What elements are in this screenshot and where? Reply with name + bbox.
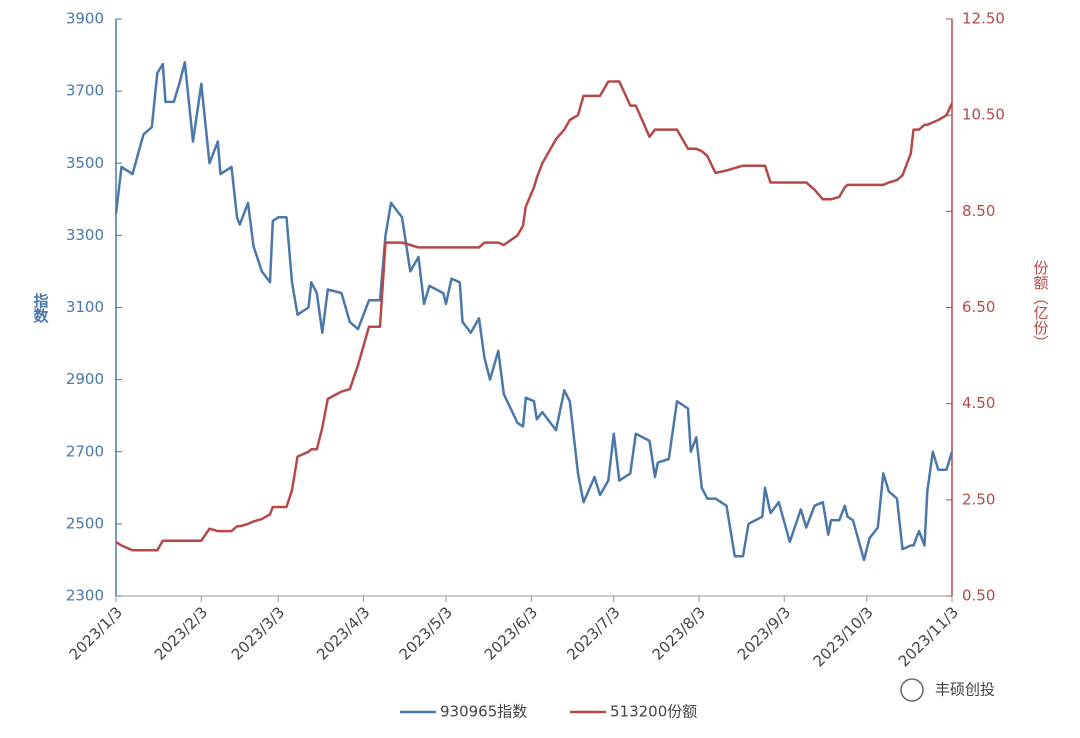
y-tick-label: 3700 [66,82,104,100]
y-tick-label: 3500 [66,154,104,172]
y-tick-label: 3100 [66,298,104,316]
watermark-text: 丰硕创投 [935,681,995,699]
y2-axis-title: 份额（亿份） [1032,260,1050,350]
y2-tick-label: 0.50 [962,587,995,605]
y-tick-label: 3300 [66,226,104,244]
y-tick-label: 2900 [66,370,104,388]
x-tick-label: 2023/3/3 [228,603,288,663]
x-tick-label: 2023/5/3 [396,603,456,663]
y-tick-label: 2700 [66,442,104,460]
x-tick-label: 2023/7/3 [563,603,623,663]
series-line [115,80,954,552]
x-tick-label: 2023/6/3 [481,603,541,663]
legend-label: 513200份额 [610,703,697,721]
x-tick-label: 2023/9/3 [734,603,794,663]
y2-tick-label: 12.50 [962,10,1005,28]
y-tick-label: 3900 [66,10,104,28]
legend-label: 930965指数 [440,703,527,721]
x-tick-label: 2023/8/3 [649,603,709,663]
x-tick-label: 2023/10/3 [810,603,877,670]
y-tick-label: 2500 [66,514,104,532]
x-tick-label: 2023/2/3 [151,603,211,663]
y2-tick-label: 8.50 [962,202,995,220]
y2-tick-label: 6.50 [962,298,995,316]
y-axis-title: 指数 [32,292,50,324]
watermark: 丰硕创投 [900,678,995,702]
y-tick-label: 2300 [66,587,104,605]
x-tick-label: 2023/4/3 [313,603,373,663]
x-tick-label: 2023/1/3 [66,603,126,663]
y2-tick-label: 4.50 [962,394,995,412]
series-line [114,61,954,562]
y2-tick-label: 2.50 [962,490,995,508]
watermark-icon [900,678,924,702]
x-tick-label: 2023/11/3 [895,603,962,670]
y2-tick-label: 10.50 [962,106,1005,124]
